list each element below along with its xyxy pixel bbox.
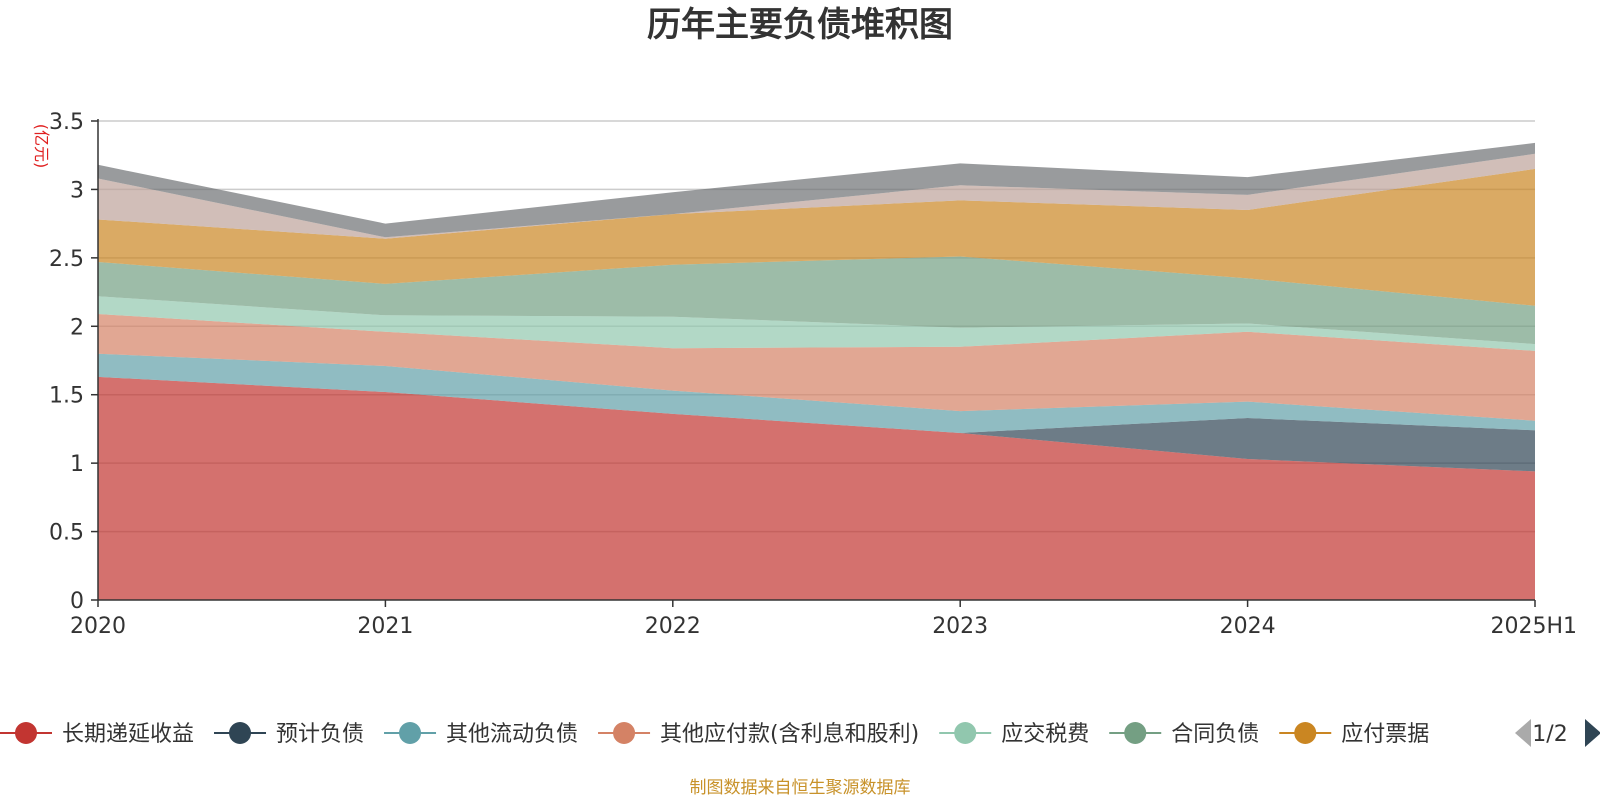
x-tick-label: 2025H1 bbox=[1490, 614, 1577, 639]
axes bbox=[91, 119, 1536, 607]
legend-prev-icon[interactable] bbox=[1515, 719, 1531, 747]
legend-label: 应交税费 bbox=[1001, 722, 1089, 747]
legend-item[interactable]: 其他流动负债 bbox=[384, 722, 578, 747]
area-series-2[interactable] bbox=[98, 376, 1535, 472]
area-series-6[interactable] bbox=[98, 256, 1535, 345]
y-tick-label: 1.5 bbox=[49, 384, 84, 409]
x-tick-label: 2024 bbox=[1220, 614, 1276, 639]
y-tick-label: 1 bbox=[70, 452, 84, 477]
legend-item[interactable]: 应交税费 bbox=[939, 722, 1089, 747]
legend[interactable]: 长期递延收益 预计负债 其他流动负债 其他应付款(含利息和股利) 应交税费 合同负债 应付票… bbox=[0, 722, 1429, 747]
x-tick-label: 2020 bbox=[70, 614, 126, 639]
legend-label: 其他应付款(含利息和股利) bbox=[660, 722, 919, 747]
source-note: 制图数据来自恒生聚源数据库 bbox=[690, 778, 911, 798]
y-tick-label: 2 bbox=[70, 315, 84, 340]
area-series-9[interactable] bbox=[98, 142, 1535, 238]
area-series-5[interactable] bbox=[98, 296, 1535, 351]
legend-item[interactable]: 预计负债 bbox=[214, 722, 364, 747]
area-series bbox=[98, 142, 1535, 600]
legend-item[interactable]: 其他应付款(含利息和股利) bbox=[598, 722, 919, 747]
legend-label: 其他流动负债 bbox=[446, 722, 578, 747]
legend-label: 应付票据 bbox=[1341, 722, 1429, 747]
legend-label: 合同负债 bbox=[1171, 722, 1259, 747]
x-tick-label: 2022 bbox=[645, 614, 701, 639]
legend-marker-icon bbox=[399, 722, 422, 744]
legend-item[interactable]: 合同负债 bbox=[1109, 722, 1259, 747]
legend-label: 长期递延收益 bbox=[62, 722, 194, 747]
y-tick-label: 0 bbox=[70, 589, 84, 614]
x-tick-labels: 2020 2021 2022 2023 2024 2025H1 bbox=[70, 614, 1577, 639]
area-series-1[interactable] bbox=[98, 376, 1535, 600]
y-tick-label: 2.5 bbox=[49, 247, 84, 272]
area-series-7[interactable] bbox=[98, 168, 1535, 306]
area-series-8[interactable] bbox=[98, 153, 1535, 239]
y-tick-label: 0.5 bbox=[49, 521, 84, 546]
legend-item[interactable]: 应付票据 bbox=[1279, 722, 1429, 747]
legend-item[interactable]: 长期递延收益 bbox=[0, 722, 194, 747]
legend-marker-icon bbox=[1294, 722, 1317, 744]
y-tick-label: 3 bbox=[70, 178, 84, 203]
x-tick-label: 2021 bbox=[357, 614, 413, 639]
legend-pager[interactable]: 1/2 bbox=[1515, 719, 1600, 747]
legend-next-icon[interactable] bbox=[1585, 719, 1600, 747]
legend-label: 预计负债 bbox=[276, 722, 364, 747]
legend-marker-icon bbox=[15, 722, 37, 744]
y-tick-label: 3.5 bbox=[49, 110, 84, 135]
chart-title: 历年主要负债堆积图 bbox=[647, 5, 953, 45]
legend-marker-icon bbox=[613, 722, 636, 744]
legend-marker-icon bbox=[954, 722, 977, 744]
legend-items: 长期递延收益 预计负债 其他流动负债 其他应付款(含利息和股利) 应交税费 合同负债 应付票… bbox=[0, 722, 1429, 747]
x-tick-label: 2023 bbox=[932, 614, 988, 639]
y-tick-labels: 0 0.5 1 1.5 2 2.5 3 3.5 bbox=[49, 110, 84, 614]
area-series-4[interactable] bbox=[98, 314, 1535, 421]
y-unit-label: (亿元) bbox=[32, 124, 51, 169]
legend-marker-icon bbox=[229, 722, 252, 744]
legend-marker-icon bbox=[1124, 722, 1147, 744]
legend-page-indicator: 1/2 bbox=[1532, 722, 1567, 747]
area-series-3[interactable] bbox=[98, 353, 1535, 433]
